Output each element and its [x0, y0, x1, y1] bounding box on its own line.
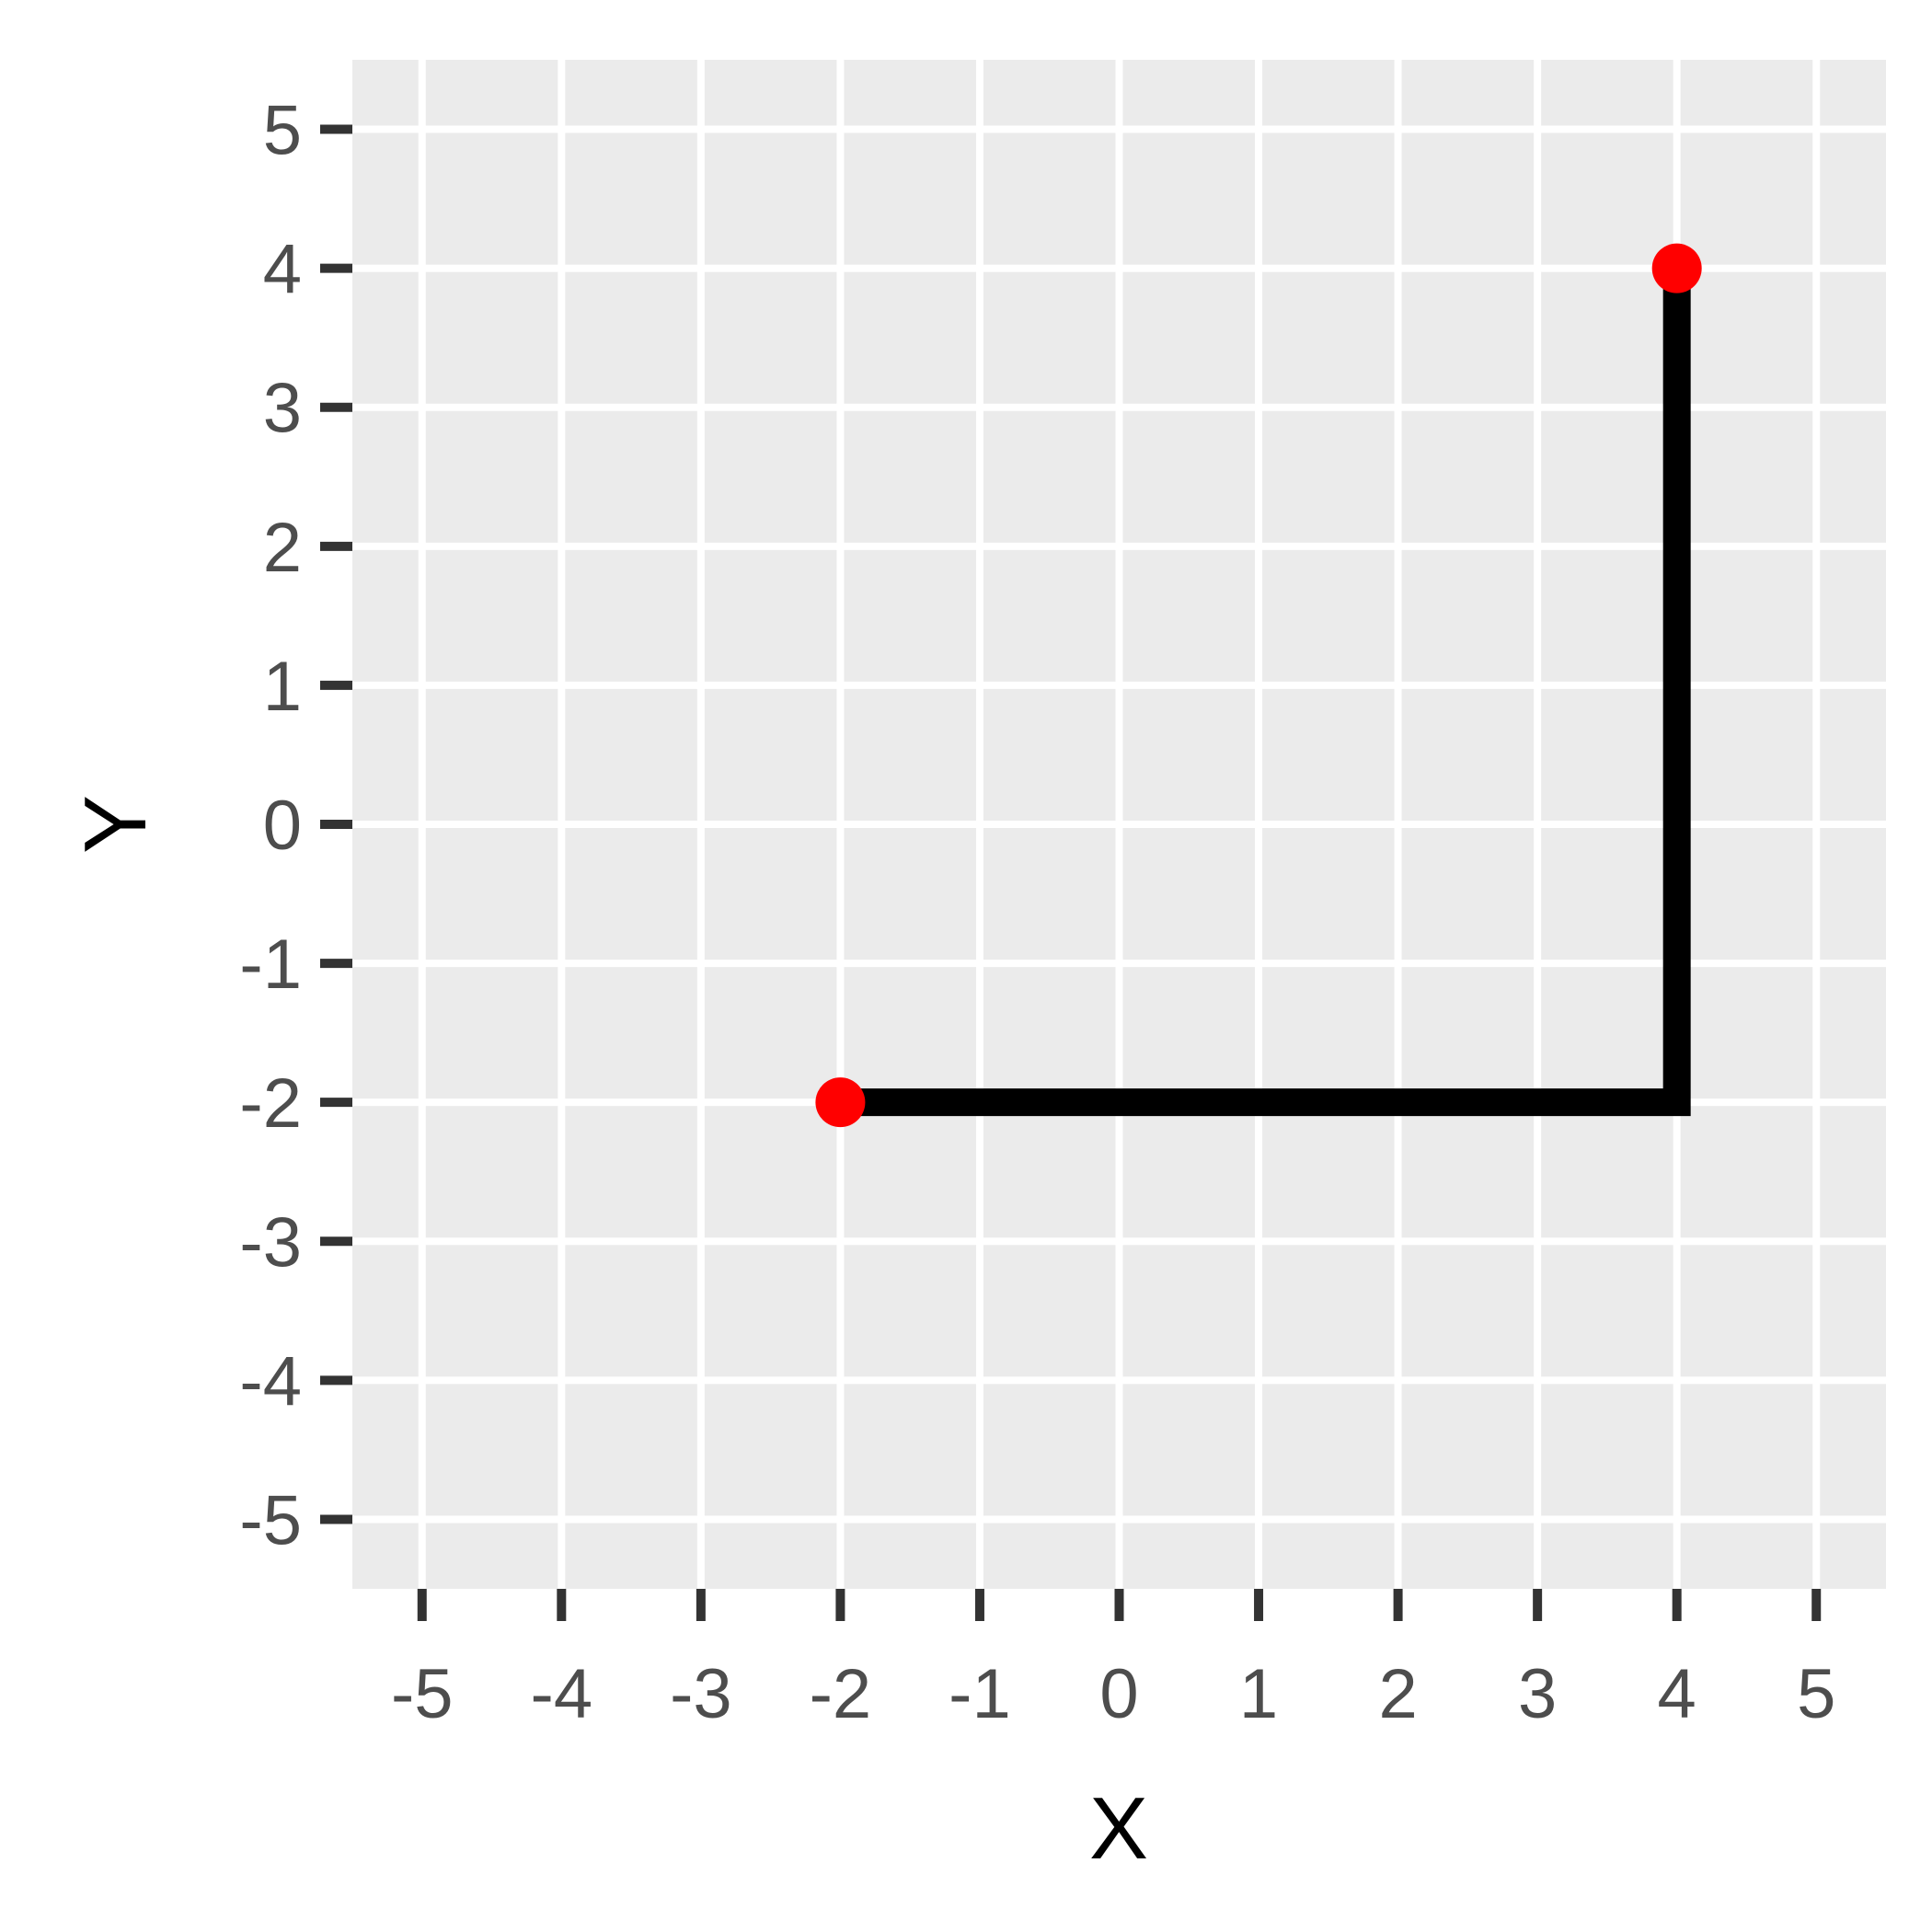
y-axis-title: Y [66, 795, 165, 854]
x-tick-label: 5 [1797, 1655, 1835, 1733]
y-tick-label: 1 [263, 648, 302, 726]
x-tick-label: 0 [1099, 1655, 1138, 1733]
y-tick-label: -3 [239, 1203, 302, 1282]
path-line [840, 268, 1691, 1117]
y-axis-ticks: -5 -4 -3 -2 -1 0 1 2 3 4 5 [239, 92, 352, 1559]
y-tick-label: -1 [239, 926, 302, 1004]
data-point [815, 1077, 866, 1128]
x-axis-title: X [1089, 1779, 1148, 1878]
x-tick-label: 1 [1239, 1655, 1278, 1733]
y-tick-label: -4 [239, 1342, 302, 1420]
x-tick-label: -2 [810, 1655, 872, 1733]
series-layer [815, 243, 1702, 1128]
y-tick-label: 4 [263, 231, 302, 309]
data-point [1651, 243, 1702, 293]
y-tick-label: 3 [263, 370, 302, 448]
y-tick-label: 5 [263, 92, 302, 170]
y-tick-label: 2 [263, 509, 302, 587]
y-tick-label: 0 [263, 787, 302, 865]
x-tick-label: -3 [670, 1655, 732, 1733]
x-tick-label: -4 [531, 1655, 593, 1733]
y-tick-label: -5 [239, 1481, 302, 1559]
x-tick-label: -1 [949, 1655, 1011, 1733]
x-tick-label: 3 [1518, 1655, 1557, 1733]
x-tick-label: 2 [1378, 1655, 1417, 1733]
x-axis-ticks: -5 -4 -3 -2 -1 0 1 2 3 4 5 [391, 1589, 1835, 1733]
x-tick-label: -5 [391, 1655, 454, 1733]
x-tick-label: 4 [1658, 1655, 1696, 1733]
y-tick-label: -2 [239, 1064, 302, 1143]
